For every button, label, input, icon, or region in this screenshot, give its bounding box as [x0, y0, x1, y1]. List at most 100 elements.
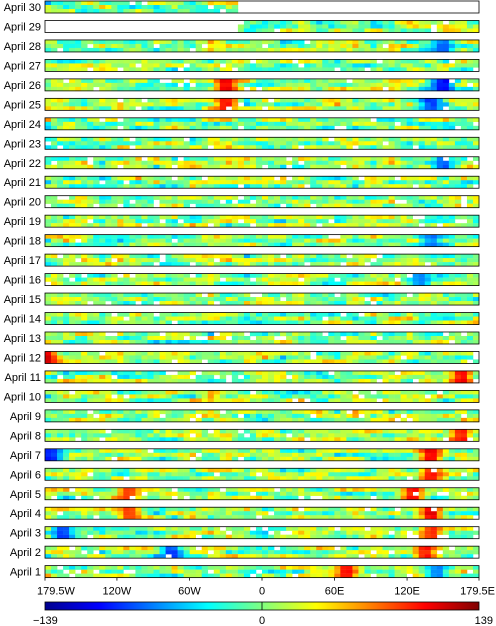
- heat-cell: [243, 20, 251, 25]
- heat-cell: [340, 24, 347, 29]
- heat-cell: [237, 164, 245, 169]
- heat-cell: [472, 394, 480, 399]
- heat-cell: [292, 339, 299, 345]
- heat-cell: [370, 125, 377, 131]
- heat-cell: [352, 331, 359, 337]
- heat-cell: [45, 39, 52, 45]
- heat-cell: [460, 394, 468, 399]
- heat-cell: [406, 20, 413, 25]
- heat-cell: [153, 417, 160, 423]
- row-frame: [44, 409, 480, 423]
- heat-cell: [69, 242, 76, 247]
- heat-cell: [51, 242, 58, 247]
- heat-cell: [430, 409, 438, 415]
- heat-cell: [225, 359, 233, 364]
- heat-cell: [141, 117, 148, 123]
- heat-cell: [430, 223, 438, 228]
- heat-cell: [388, 145, 395, 150]
- heat-cell: [316, 409, 323, 415]
- heat-cell: [135, 98, 142, 103]
- heat-cell: [280, 468, 287, 473]
- heat-cell: [45, 234, 52, 239]
- heat-cell: [243, 355, 251, 360]
- heat-cell: [177, 370, 184, 376]
- heat-cell: [99, 145, 106, 150]
- heat-cell: [201, 117, 209, 123]
- heat-cell: [99, 242, 106, 247]
- heat-cell: [280, 39, 287, 45]
- heat-cell: [207, 452, 215, 458]
- heat-cell: [171, 125, 178, 131]
- heat-cell: [153, 390, 160, 395]
- heat-cell: [51, 331, 58, 337]
- heat-cell: [466, 98, 474, 103]
- heat-cell: [340, 370, 347, 376]
- heat-cell: [424, 417, 432, 423]
- heat-cell: [45, 355, 52, 360]
- heat-cell: [69, 203, 76, 208]
- heat-cell: [165, 437, 172, 442]
- heat-cell: [460, 137, 468, 142]
- heat-cell: [280, 137, 287, 142]
- heat-cell: [141, 176, 148, 181]
- heat-cell: [472, 102, 480, 107]
- heat-cell: [111, 429, 118, 434]
- heat-cell: [322, 437, 329, 442]
- heat-cell: [298, 417, 305, 423]
- heat-cell: [81, 1, 88, 6]
- heat-cell: [189, 258, 196, 263]
- heat-cell: [57, 355, 64, 360]
- heat-cell: [352, 117, 359, 123]
- heat-cell: [153, 47, 160, 53]
- heat-cell: [364, 160, 371, 165]
- heat-cell: [183, 355, 190, 360]
- heat-cell: [418, 293, 426, 298]
- heat-cell: [171, 203, 178, 208]
- heat-cell: [141, 331, 148, 337]
- heat-cell: [364, 156, 371, 161]
- heat-cell: [466, 335, 474, 341]
- heat-cell: [316, 24, 323, 29]
- heat-cell: [129, 359, 136, 364]
- heat-cell: [292, 199, 299, 204]
- heat-cell: [63, 262, 70, 267]
- heat-cell: [448, 468, 456, 473]
- heat-cell: [442, 312, 450, 317]
- heat-cell: [165, 242, 172, 247]
- heat-cell: [213, 316, 221, 321]
- heat-cell: [412, 78, 420, 84]
- heat-cell: [406, 437, 413, 442]
- heat-cell: [274, 117, 281, 123]
- heat-cell: [268, 141, 275, 146]
- heat-cell: [219, 67, 227, 72]
- heat-cell: [249, 297, 257, 302]
- heat-cell: [442, 82, 450, 88]
- heat-cell: [424, 78, 432, 84]
- heat-cell: [57, 234, 64, 239]
- heat-cell: [213, 320, 221, 325]
- heat-cell: [207, 106, 215, 111]
- heat-cell: [153, 437, 160, 442]
- heat-cell: [280, 78, 287, 84]
- heat-cell: [376, 433, 383, 438]
- heat-cell: [454, 47, 462, 53]
- heat-cell: [262, 281, 269, 286]
- heat-cell: [316, 47, 323, 53]
- heat-cell: [352, 262, 359, 267]
- heat-cell: [298, 335, 305, 341]
- heat-cell: [298, 456, 305, 462]
- heat-cell: [195, 199, 203, 204]
- heat-cell: [400, 86, 407, 92]
- heat-cell: [159, 301, 166, 306]
- heat-cell: [255, 156, 263, 161]
- heat-cell: [87, 468, 94, 473]
- heat-cell: [129, 86, 136, 92]
- heat-cell: [75, 145, 82, 150]
- heat-cell: [141, 43, 148, 49]
- heat-cell: [328, 355, 335, 360]
- heat-cell: [310, 316, 317, 321]
- heat-cell: [177, 359, 184, 364]
- heat-cell: [177, 98, 184, 103]
- heat-cell: [213, 390, 221, 395]
- heat-cell: [207, 331, 215, 337]
